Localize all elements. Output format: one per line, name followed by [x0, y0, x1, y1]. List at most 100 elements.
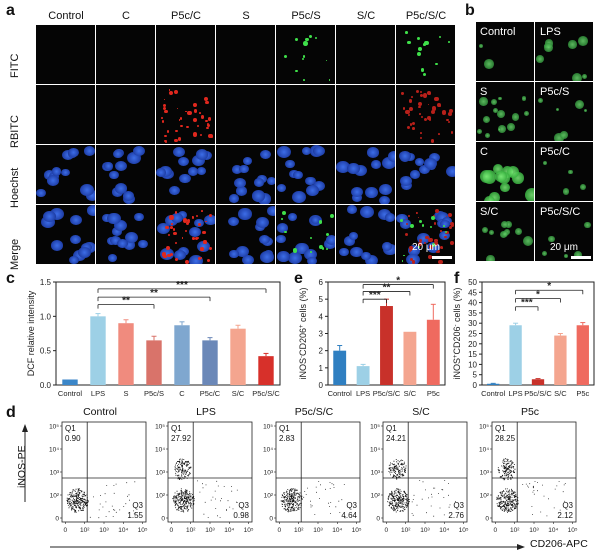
rbitc-spot [201, 210, 203, 212]
sig-stars: * [536, 289, 540, 300]
bar-S [118, 323, 134, 385]
micrograph-r1-c4 [276, 85, 336, 145]
dcf-cell [511, 113, 520, 122]
nucleus [189, 255, 203, 264]
b-micrograph-r2-c1 [535, 142, 594, 202]
rbitc-spot [411, 260, 416, 264]
rbitc-spot [406, 125, 411, 130]
nucleus [47, 175, 60, 186]
flow-y-tick-label: 10² [50, 493, 60, 500]
nucleus [371, 160, 381, 169]
flow-events [280, 481, 346, 519]
dcf-cell [568, 170, 573, 175]
dcf-cell [522, 236, 533, 247]
chart-c-dcf-intensity: 0.0 0.5 1.0 1.5 Control LPS S P5c/S C P5c/C S/C P5c… [26, 278, 281, 398]
fitc-spot [410, 223, 415, 228]
nucleus [78, 246, 92, 258]
dcf-cell [536, 55, 545, 64]
dcf-cell [483, 115, 491, 123]
rbitc-spot [163, 254, 167, 259]
nucleus [132, 145, 146, 157]
x-tick-label: Control [328, 389, 353, 398]
flow-x-tick-label: 10⁵ [459, 527, 469, 534]
rbitc-spot [193, 109, 198, 113]
rbitc-spot [161, 120, 164, 123]
col-head-p5c-c: P5c/C [171, 10, 201, 22]
dcf-cell [492, 163, 503, 174]
panel-letter-e: e [294, 270, 303, 287]
rbitc-spot [187, 110, 192, 116]
flow-x-tick-label: 10⁴ [224, 527, 234, 534]
rbitc-spot [185, 221, 190, 226]
flow-x-tick-label: 10² [80, 527, 90, 534]
panel-letter-d: d [6, 404, 16, 421]
rbitc-spot [166, 253, 171, 258]
rbitc-spot [410, 257, 414, 261]
nucleus [399, 151, 411, 162]
y-tick-label: 0.0 [40, 381, 52, 390]
nucleus [187, 167, 199, 177]
fitc-spot [443, 225, 445, 227]
fitc-spot [430, 216, 435, 220]
flow-events [387, 459, 456, 517]
dcf-cell [584, 222, 591, 229]
nucleus [418, 164, 431, 175]
micrograph-r2-c2 [156, 145, 216, 205]
y-tick-label: 3 [319, 330, 324, 339]
rbitc-spot [450, 221, 455, 226]
q1-label: Q1 [171, 424, 182, 433]
b-label-control: Control [480, 26, 516, 38]
rbitc-spot [195, 237, 199, 241]
micrograph-r3-c5 [336, 205, 396, 265]
rbitc-spot [169, 215, 174, 220]
rbitc-spot [205, 100, 209, 105]
q3-label: Q3 [238, 501, 249, 510]
flow-x-tick-label: 0 [494, 527, 498, 534]
fitc-spot [310, 236, 313, 239]
flow-y-tick-label: 10⁵ [370, 424, 380, 431]
rbitc-spot [161, 252, 167, 257]
ylabel-part: iNOS [452, 358, 462, 380]
flow-x-tick-label: 0 [385, 527, 389, 534]
fitc-spot [401, 259, 404, 262]
fitc-spot [305, 38, 309, 42]
nucleus [51, 167, 62, 176]
nucleus [102, 214, 112, 223]
rbitc-spot [196, 125, 199, 128]
nucleus [346, 205, 358, 215]
rbitc-spot [197, 223, 201, 227]
nucleus [36, 188, 46, 198]
rbitc-spot [178, 119, 181, 121]
sig-stars: ** [383, 282, 391, 293]
nucleus [346, 162, 360, 174]
panel-b-micrograph-grid [476, 22, 594, 262]
y-axis-label: iNOS-CD206+ cells (%) [298, 287, 308, 379]
nucleus [156, 168, 167, 178]
ylabel-part: CD206 [298, 328, 308, 356]
rbitc-spot [418, 242, 423, 246]
nucleus [276, 235, 286, 243]
flow-plot-title: LPS [196, 406, 216, 418]
nucleus [400, 176, 412, 187]
nucleus [399, 219, 412, 230]
rbitc-spot [203, 96, 208, 101]
q1-value: 27.92 [171, 434, 192, 443]
y-tick-label: 30 [468, 319, 477, 328]
rbitc-spot [419, 93, 424, 97]
dcf-cell [512, 172, 524, 184]
micrograph-r1-c6 [396, 85, 456, 145]
dcf-cell [476, 129, 482, 135]
q1-label: Q1 [386, 424, 397, 433]
bar-S/C [554, 335, 567, 385]
sig-stars: ** [150, 288, 158, 299]
micrograph-r0-c2 [156, 25, 216, 85]
y-tick-label: 10 [468, 360, 477, 369]
flow-y-tick-label: 10⁴ [479, 447, 489, 454]
nucleus [113, 150, 123, 159]
nucleus [387, 150, 395, 162]
ylabel-part: CD206 [452, 326, 462, 354]
rbitc-spot [176, 107, 179, 110]
y-tick-label: 0.5 [40, 347, 52, 356]
rbitc-spot [166, 245, 171, 251]
